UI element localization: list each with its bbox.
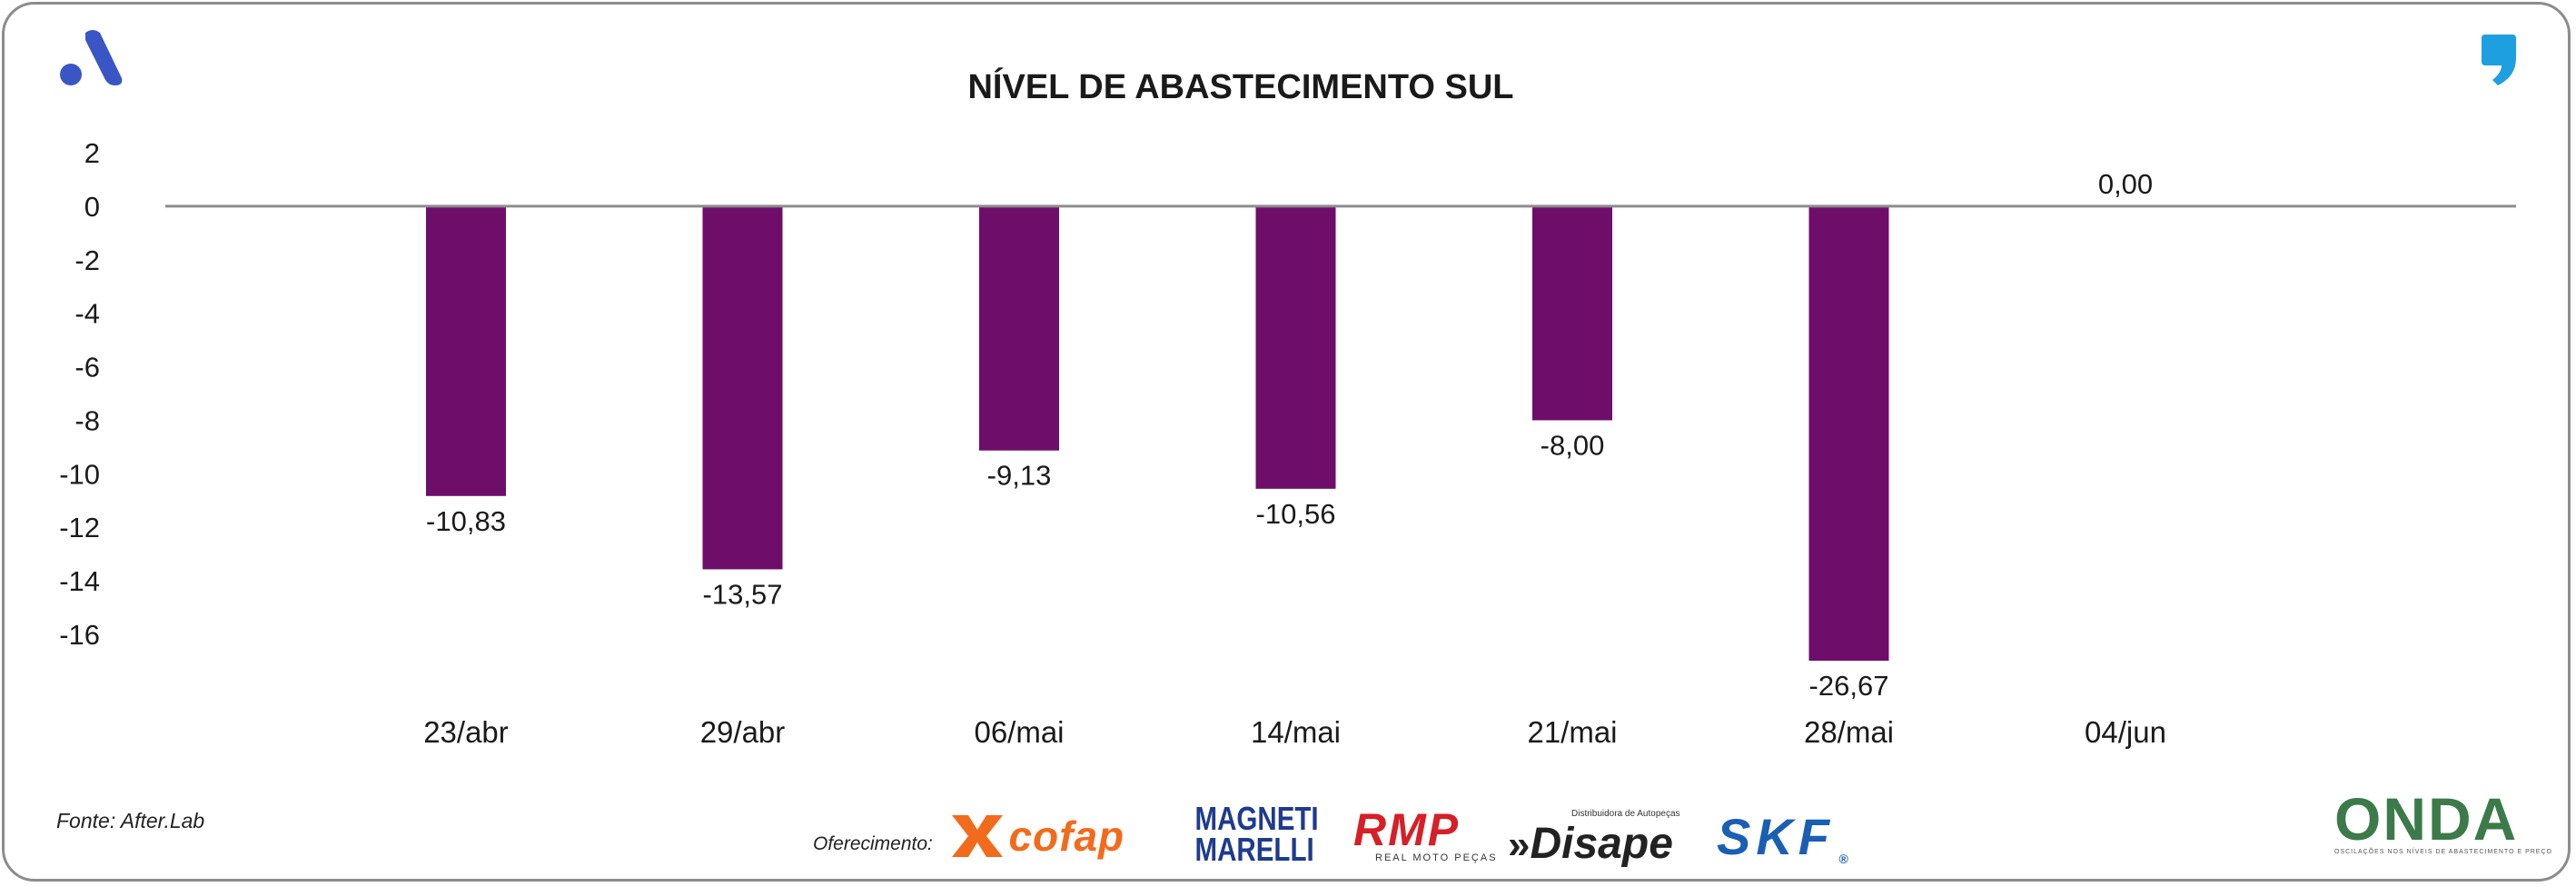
source-note: Fonte: After.Lab (56, 809, 205, 832)
cofap-text: cofap (1008, 812, 1125, 860)
bar (1255, 205, 1336, 489)
bar-value-label: -9,13 (987, 460, 1052, 492)
bar-value-label: -26,67 (1809, 670, 1889, 702)
bar-value-label: -13,57 (703, 578, 783, 610)
bar-series (426, 205, 1889, 661)
rmp-subtitle: REAL MOTO PEÇAS (1375, 852, 1498, 863)
magneti-marelli-logo: MAGNETI MARELLI (1183, 800, 1319, 868)
onda-logo: ONDA OSCILAÇÕES NOS NÍVEIS DE ABASTECIME… (2334, 785, 2552, 855)
x-tick-label: 23/abr (423, 715, 509, 749)
afterlab-logo (60, 30, 123, 85)
rmp-text: RMP (1353, 804, 1461, 855)
x-tick-label: 14/mai (1251, 715, 1341, 749)
bar (979, 205, 1059, 451)
x-axis: 23/abr 29/abr 06/mai 14/mai 21/mai 28/mai 04/j… (423, 715, 2166, 749)
magneti-line2: MARELLI (1194, 831, 1314, 868)
cofap-x-icon (952, 815, 1003, 857)
quote-icon (2482, 35, 2516, 85)
y-tick-label: -16 (59, 619, 100, 651)
y-tick-label: -12 (59, 512, 100, 543)
bar (426, 205, 506, 496)
disape-logo: Distribuidora de Autopeças »Disape (1508, 809, 1680, 869)
onda-text: ONDA (2334, 785, 2519, 852)
data-labels: -10,83 -13,57 -9,13 -10,56 -8,00 -26,67 0,00 (426, 168, 2153, 702)
disape-subtitle: Distribuidora de Autopeças (1571, 809, 1680, 819)
y-tick-label: -2 (74, 244, 100, 276)
y-tick-label: -14 (59, 565, 100, 597)
bar-value-label: -8,00 (1541, 429, 1605, 461)
skf-text: SKF (1717, 808, 1835, 865)
y-tick-label: -4 (74, 298, 100, 330)
y-tick-label: -10 (59, 458, 100, 490)
bar (702, 205, 783, 570)
y-tick-label: 0 (84, 191, 100, 223)
bar-value-label: 0,00 (2098, 168, 2153, 200)
bar (1532, 205, 1612, 421)
y-tick-label: -6 (74, 352, 100, 384)
x-tick-label: 28/mai (1804, 715, 1894, 749)
disape-text: Disape (1530, 820, 1673, 868)
y-tick-label: -8 (74, 404, 100, 436)
x-tick-label: 21/mai (1527, 715, 1617, 749)
bar-value-label: -10,56 (1256, 498, 1336, 530)
x-tick-label: 04/jun (2085, 715, 2166, 749)
sponsor-label: Oferecimento: (813, 833, 933, 854)
chart-title: NÍVEL DE ABASTECIMENTO SUL (967, 66, 1513, 106)
bar (1808, 205, 1889, 661)
x-tick-label: 06/mai (974, 715, 1064, 749)
cofap-logo: cofap (950, 812, 1125, 860)
bar-value-label: -10,83 (426, 505, 506, 537)
x-tick-label: 29/abr (700, 715, 786, 749)
onda-subtitle: OSCILAÇÕES NOS NÍVEIS DE ABASTECIMENTO E… (2334, 849, 2552, 855)
rmp-logo: RMP REAL MOTO PEÇAS (1353, 804, 1498, 863)
registered-icon: ® (1838, 852, 1848, 866)
y-tick-label: 2 (84, 137, 100, 169)
y-axis: 2 0 -2 -4 -6 -8 -10 -12 -14 -16 (59, 137, 100, 651)
magneti-line1: MAGNETI (1194, 800, 1319, 837)
skf-logo: SKF ® (1717, 807, 1848, 866)
disape-chevron: » (1508, 822, 1531, 867)
